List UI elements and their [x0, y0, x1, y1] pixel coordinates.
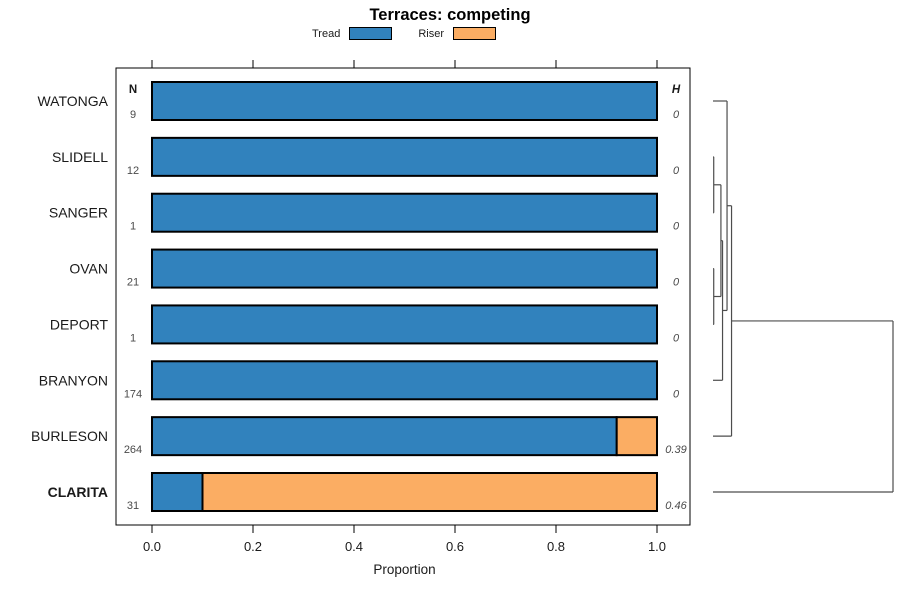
n-column-header: N [129, 84, 137, 96]
bar-segment-tread [151, 360, 658, 401]
x-tick-label: 0.4 [345, 539, 363, 554]
h-value: 0 [673, 277, 680, 289]
legend-item-riser: Riser [418, 27, 496, 40]
legend-swatch-tread [349, 27, 393, 40]
chart-legend: Tread Riser [0, 27, 808, 40]
row-label: SANGER [49, 205, 108, 221]
row-label: BURLESON [31, 428, 108, 444]
row-label: DEPORT [50, 316, 109, 332]
row-label: BRANYON [39, 372, 108, 388]
h-value: 0 [673, 109, 680, 121]
h-value: 0 [673, 165, 680, 177]
x-tick-label: 0.2 [244, 539, 262, 554]
x-tick-label: 0.6 [446, 539, 464, 554]
bar-segment-riser [201, 472, 658, 512]
chart-title: Terraces: competing [369, 6, 531, 24]
bar-segment-tread [151, 472, 204, 512]
n-value: 12 [127, 165, 139, 177]
x-tick-label: 0.8 [547, 539, 565, 554]
h-value: 0 [673, 221, 680, 233]
plot-box [115, 67, 691, 526]
row-label: WATONGA [37, 93, 108, 109]
x-axis-title: Proportion [373, 562, 435, 577]
h-value: 0.39 [665, 444, 686, 456]
n-value: 174 [124, 388, 142, 400]
x-tick-label: 1.0 [648, 539, 666, 554]
legend-label-riser: Riser [418, 27, 444, 40]
bar-segment-tread [151, 304, 658, 345]
n-value: 9 [130, 109, 136, 121]
legend-item-tread: Tread [312, 27, 393, 40]
bar-segment-tread [151, 416, 618, 457]
legend-label-tread: Tread [312, 27, 341, 40]
n-value: 21 [127, 277, 139, 289]
n-value: 31 [127, 500, 139, 512]
legend-swatch-riser [453, 27, 496, 40]
h-value: 0 [673, 388, 680, 400]
bar-segment-tread [151, 81, 658, 121]
row-label: SLIDELL [52, 149, 108, 165]
h-column-header: H [672, 84, 681, 96]
h-value: 0 [673, 332, 680, 344]
bar-segment-riser [615, 416, 658, 457]
row-label: OVAN [69, 261, 108, 277]
x-tick-label: 0.0 [143, 539, 161, 554]
n-value: 264 [124, 444, 142, 456]
h-value: 0.46 [665, 500, 687, 512]
n-value: 1 [130, 221, 136, 233]
bar-segment-tread [151, 136, 658, 177]
bar-segment-tread [151, 248, 658, 289]
row-label: CLARITA [48, 484, 108, 500]
n-value: 1 [130, 332, 136, 344]
bar-segment-tread [151, 192, 658, 233]
